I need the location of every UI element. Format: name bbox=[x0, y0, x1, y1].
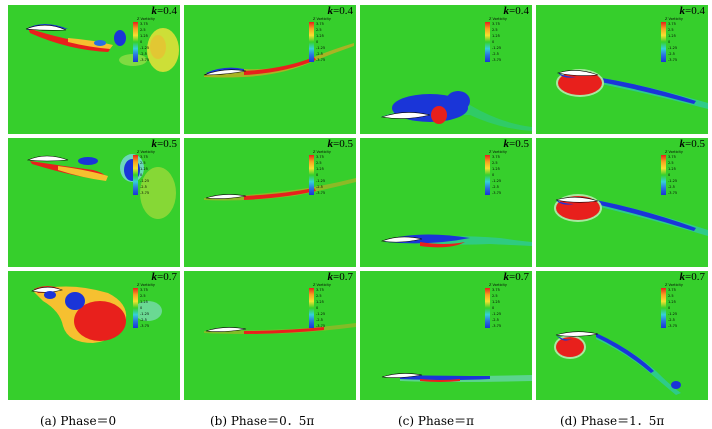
colorbar bbox=[485, 155, 490, 195]
k-value: =0.7 bbox=[157, 271, 177, 283]
k-value: =0.4 bbox=[509, 5, 529, 17]
panel-r2-c1: k=0.5 Z Vorticity 3.75 2.5 1.25 0 -1.25 … bbox=[8, 138, 180, 267]
panel-r2-c4: k=0.5 Z Vorticity 3.75 2.5 1.25 0 -1.25 … bbox=[536, 138, 708, 267]
k-symbol: k bbox=[327, 271, 334, 283]
colorbar bbox=[485, 288, 490, 328]
colorbar bbox=[309, 288, 314, 328]
k-symbol: k bbox=[151, 5, 158, 17]
panel-r1-c4: k=0.4 Z Vorticity 3.75 2.5 1.25 0 -1.25 … bbox=[536, 5, 708, 134]
k-symbol: k bbox=[327, 138, 334, 150]
colorbar bbox=[485, 22, 490, 62]
k-symbol: k bbox=[151, 271, 158, 283]
k-value: =0.7 bbox=[685, 271, 705, 283]
k-value: =0.5 bbox=[685, 138, 705, 150]
panel-r3-c2: k=0.7 Z Vorticity 3.75 2.5 1.25 0 -1.25 … bbox=[184, 271, 356, 400]
panel-r1-c1: k=0.4 Z Vorticity 3.75 2.5 1.25 0 -1.25 … bbox=[8, 5, 180, 134]
k-symbol: k bbox=[327, 5, 334, 17]
k-value: =0.5 bbox=[157, 138, 177, 150]
panel-r3-c1: k=0.7 Z Vorticity 3.75 2.5 1.25 0 -1.25 … bbox=[8, 271, 180, 400]
k-value: =0.5 bbox=[509, 138, 529, 150]
colorbar bbox=[133, 288, 138, 328]
panel-r3-c4: k=0.7 Z Vorticity 3.75 2.5 1.25 0 -1.25 … bbox=[536, 271, 708, 400]
colorbar bbox=[133, 22, 138, 62]
caption-phase-0: (a) Phase＝0 bbox=[40, 414, 117, 428]
panel-r1-c2: k=0.4 Z Vorticity 3.75 2.5 1.25 0 -1.25 … bbox=[184, 5, 356, 134]
k-symbol: k bbox=[503, 138, 510, 150]
k-symbol: k bbox=[679, 271, 686, 283]
k-value: =0.7 bbox=[509, 271, 529, 283]
k-symbol: k bbox=[503, 271, 510, 283]
colorbar bbox=[309, 155, 314, 195]
panel-r2-c2: k=0.5 Z Vorticity 3.75 2.5 1.25 0 -1.25 … bbox=[184, 138, 356, 267]
k-symbol: k bbox=[503, 5, 510, 17]
caption-phase-0-5pi: (b) Phase＝0．5π bbox=[210, 414, 315, 428]
panel-r2-c3: k=0.5 Z Vorticity 3.75 2.5 1.25 0 -1.25 … bbox=[360, 138, 532, 267]
k-symbol: k bbox=[679, 5, 686, 17]
k-value: =0.4 bbox=[685, 5, 705, 17]
k-value: =0.4 bbox=[333, 5, 353, 17]
colorbar bbox=[661, 155, 666, 195]
colorbar bbox=[309, 22, 314, 62]
panel-r1-c3: k=0.4 Z Vorticity 3.75 2.5 1.25 0 -1.25 … bbox=[360, 5, 532, 134]
k-value: =0.4 bbox=[157, 5, 177, 17]
k-symbol: k bbox=[151, 138, 158, 150]
panel-r3-c3: k=0.7 Z Vorticity 3.75 2.5 1.25 0 -1.25 … bbox=[360, 271, 532, 400]
caption-phase-pi: (c) Phase＝π bbox=[398, 414, 475, 428]
colorbar bbox=[661, 22, 666, 62]
k-value: =0.7 bbox=[333, 271, 353, 283]
colorbar bbox=[661, 288, 666, 328]
colorbar bbox=[133, 155, 138, 195]
k-value: =0.5 bbox=[333, 138, 353, 150]
caption-phase-1-5pi: (d) Phase＝1．5π bbox=[560, 414, 665, 428]
k-symbol: k bbox=[679, 138, 686, 150]
